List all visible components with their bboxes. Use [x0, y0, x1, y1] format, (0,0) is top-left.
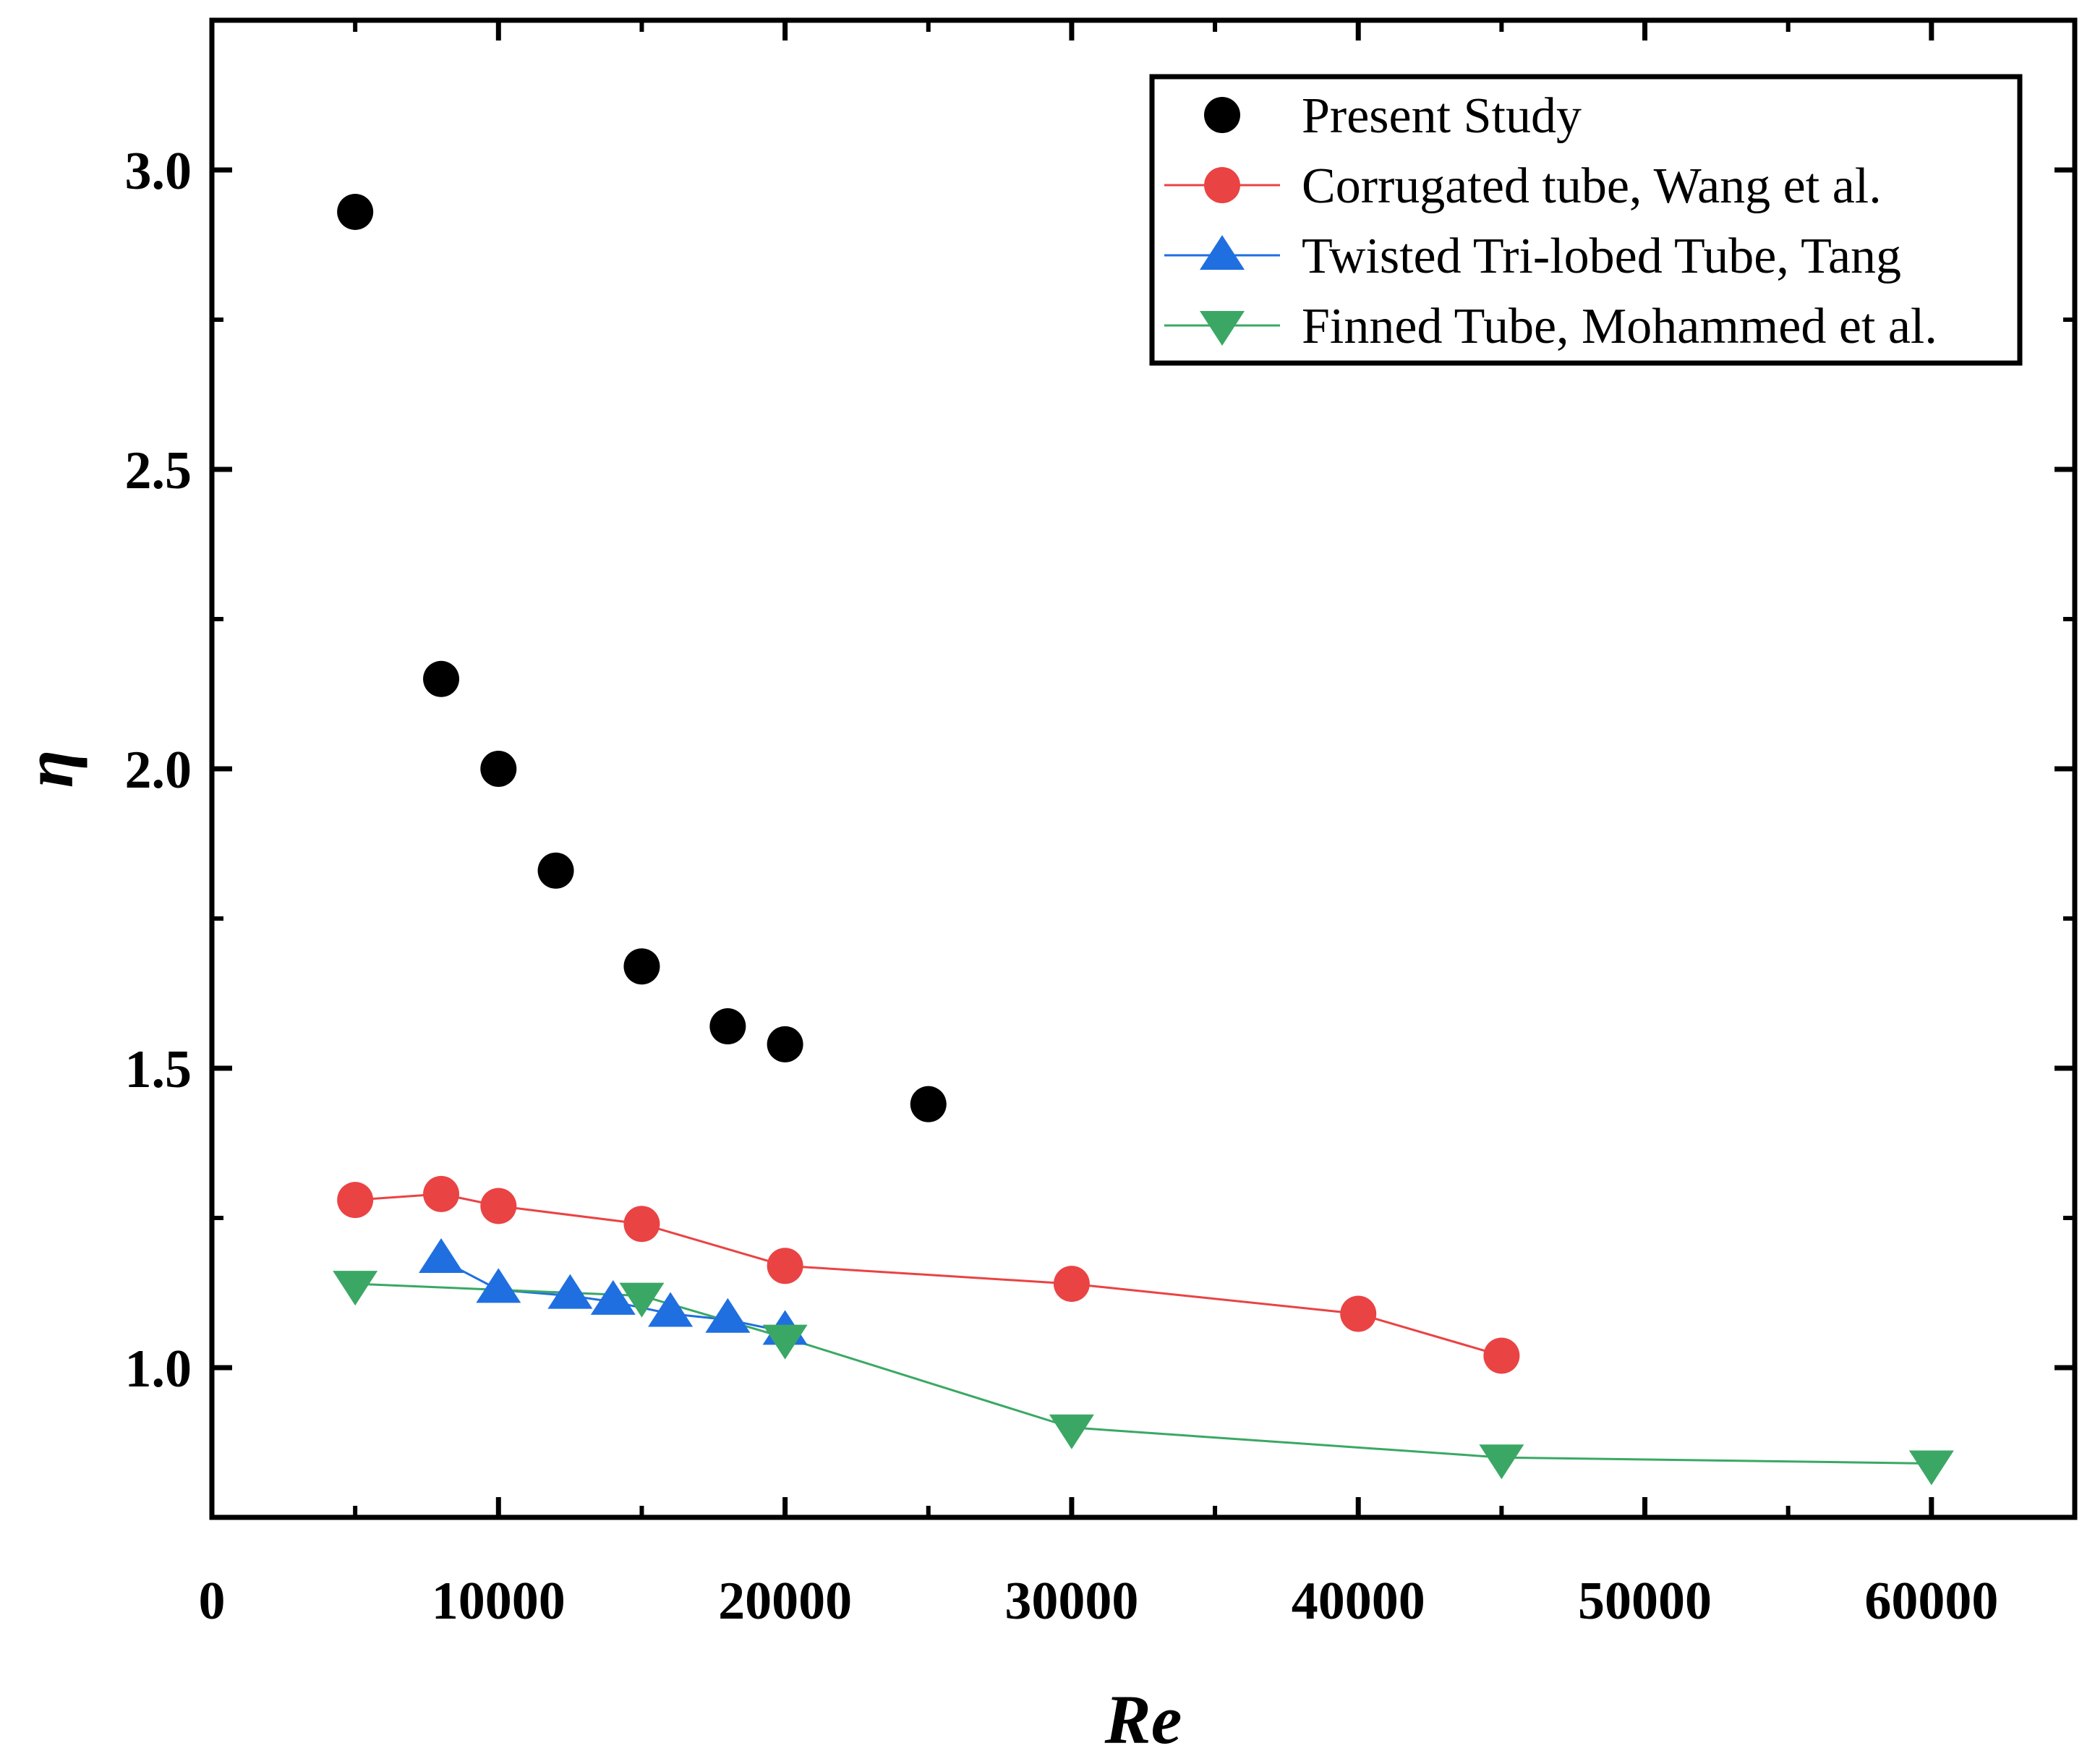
data-point-finned-tube-mohammed-et-al	[1479, 1444, 1524, 1480]
data-point-present-study	[480, 751, 517, 787]
data-point-finned-tube-mohammed-et-al	[333, 1271, 378, 1306]
data-point-present-study	[623, 948, 660, 985]
y-tick-label: 1.5	[125, 1040, 192, 1099]
data-point-finned-tube-mohammed-et-al	[762, 1324, 808, 1360]
x-tick-label: 0	[199, 1572, 226, 1631]
legend: Present Study Corrugated tube, Wang et a…	[1149, 74, 2023, 366]
data-point-present-study	[537, 852, 574, 889]
data-point-corrugated-tube-wang-et-al	[423, 1175, 460, 1212]
legend-label-twisted-tri-lobed-tube: Twisted Tri-lobed Tube, Tang	[1302, 229, 1901, 284]
data-point-twisted-tri-lobed-tube-tang	[419, 1237, 464, 1273]
data-point-twisted-tri-lobed-tube-tang	[476, 1268, 521, 1303]
data-point-twisted-tri-lobed-tube-tang	[590, 1279, 636, 1315]
legend-entry-twisted-tri-lobed-tube: Twisted Tri-lobed Tube, Tang	[1164, 229, 1901, 284]
data-point-corrugated-tube-wang-et-al	[623, 1206, 660, 1243]
data-point-corrugated-tube-wang-et-al	[337, 1182, 374, 1219]
data-point-present-study	[337, 193, 374, 230]
data-point-corrugated-tube-wang-et-al	[767, 1248, 803, 1284]
legend-entry-present-study: Present Study	[1204, 88, 1582, 144]
legend-marker-finned-tube	[1200, 311, 1245, 346]
x-axis-title: Re	[1104, 1681, 1182, 1758]
data-point-corrugated-tube-wang-et-al	[1483, 1337, 1520, 1374]
data-point-twisted-tri-lobed-tube-tang	[705, 1298, 751, 1333]
y-tick-label: 1.0	[125, 1339, 192, 1399]
x-tick-label: 20000	[718, 1572, 852, 1631]
y-tick-label: 2.0	[125, 741, 192, 800]
data-point-finned-tube-mohammed-et-al	[1049, 1414, 1094, 1449]
ticks: 0 10000 20000 30000 40000 50000 60000 1.0 1.5 2.0…	[125, 18, 2075, 1631]
data-point-present-study	[423, 660, 460, 697]
legend-label-corrugated-tube: Corrugated tube, Wang et al.	[1302, 158, 1882, 214]
data-point-present-study	[709, 1008, 746, 1045]
legend-label-present-study: Present Study	[1302, 88, 1582, 144]
x-tick-label: 50000	[1578, 1572, 1712, 1631]
x-tick-label: 30000	[1004, 1572, 1138, 1631]
data-point-corrugated-tube-wang-et-al	[1340, 1295, 1377, 1332]
data-point-finned-tube-mohammed-et-al	[1908, 1450, 1954, 1486]
y-tick-label: 3.0	[125, 142, 192, 201]
data-point-twisted-tri-lobed-tube-tang	[648, 1292, 694, 1327]
series-markers	[333, 193, 1954, 1486]
legend-marker-corrugated-tube	[1204, 167, 1240, 203]
legend-marker-twisted-tri-lobed-tube	[1200, 235, 1245, 270]
x-tick-label: 40000	[1292, 1572, 1425, 1631]
series-lines	[355, 1193, 1932, 1465]
legend-entry-finned-tube: Finned Tube, Mohammed et al.	[1164, 299, 1937, 354]
x-tick-label: 10000	[432, 1572, 566, 1631]
legend-box	[1149, 74, 2023, 366]
data-point-present-study	[910, 1086, 947, 1122]
legend-label-finned-tube: Finned Tube, Mohammed et al.	[1302, 299, 1937, 354]
y-axis-title: η	[10, 750, 88, 788]
legend-marker-present-study	[1204, 97, 1240, 133]
data-point-present-study	[767, 1026, 803, 1062]
data-point-finned-tube-mohammed-et-al	[619, 1282, 665, 1318]
series-line-finned-tube-mohammed-et-al	[355, 1282, 1932, 1465]
data-point-corrugated-tube-wang-et-al	[480, 1188, 517, 1224]
data-point-twisted-tri-lobed-tube-tang	[547, 1274, 593, 1309]
legend-entry-corrugated-tube: Corrugated tube, Wang et al.	[1164, 158, 1882, 214]
data-point-corrugated-tube-wang-et-al	[1053, 1266, 1090, 1303]
y-tick-label: 2.5	[125, 441, 192, 500]
x-tick-label: 60000	[1864, 1572, 1998, 1631]
series-line-corrugated-tube-wang-et-al	[355, 1193, 1502, 1357]
